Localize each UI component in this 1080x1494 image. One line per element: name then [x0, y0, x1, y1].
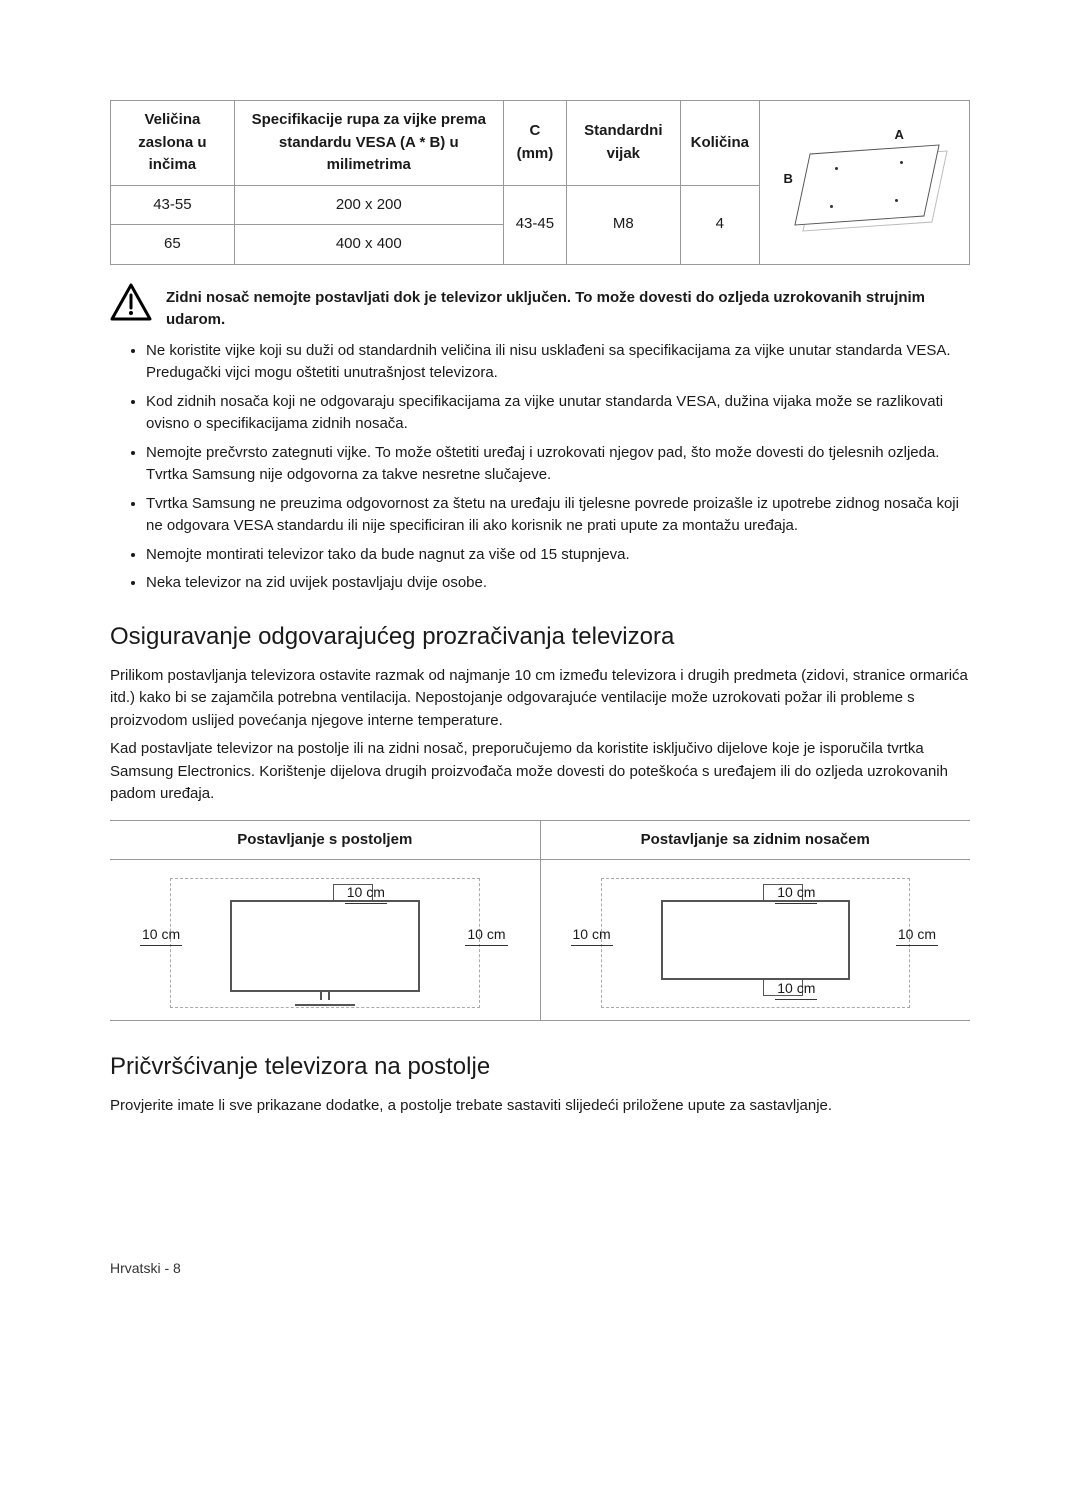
list-item: Tvrtka Samsung ne preuzima odgovornost z… [146, 493, 970, 538]
stand-p1: Provjerite imate li sve prikazane dodatk… [110, 1095, 970, 1118]
dim-label-a: A [895, 125, 904, 145]
stand-diagram: 10 cm 10 cm 10 cm [120, 870, 530, 1010]
td-vesa-1: 400 x 400 [234, 225, 503, 265]
section-ventilation-title: Osiguravanje odgovarajućeg prozračivanja… [110, 619, 970, 655]
dist-label: 10 cm [345, 882, 387, 904]
warning-block: Zidni nosač nemojte postavljati dok je t… [110, 283, 970, 332]
list-item: Neka televizor na zid uvijek postavljaju… [146, 572, 970, 595]
td-size-0: 43-55 [111, 185, 235, 225]
th-size: Veličina zaslona u inčima [111, 101, 235, 186]
th-qty: Količina [680, 101, 759, 186]
dim-diagram-cell: A B [760, 101, 970, 265]
vent-diagram-wall-cell: 10 cm 10 cm 10 cm 10 cm [540, 860, 970, 1021]
dist-label: 10 cm [465, 924, 507, 946]
dist-label: 10 cm [775, 882, 817, 904]
td-c: 43-45 [503, 185, 566, 264]
spec-table: Veličina zaslona u inčima Specifikacije … [110, 100, 970, 265]
ventilation-p1: Prilikom postavljanja televizora ostavit… [110, 665, 970, 733]
dist-label: 10 cm [775, 978, 817, 1000]
warning-text: Zidni nosač nemojte postavljati dok je t… [166, 283, 970, 332]
td-screw: M8 [567, 185, 681, 264]
section-stand-title: Pričvršćivanje televizora na postolje [110, 1049, 970, 1085]
dist-label: 10 cm [140, 924, 182, 946]
th-vesa: Specifikacije rupa za vijke prema standa… [234, 101, 503, 186]
dist-label: 10 cm [571, 924, 613, 946]
list-item: Ne koristite vijke koji su duži od stand… [146, 340, 970, 385]
td-vesa-0: 200 x 200 [234, 185, 503, 225]
list-item: Nemojte montirati televizor tako da bude… [146, 544, 970, 567]
th-screw: Standardni vijak [567, 101, 681, 186]
list-item: Nemojte prečvrsto zategnuti vijke. To mo… [146, 442, 970, 487]
dim-label-b: B [784, 169, 793, 189]
warning-icon [110, 283, 152, 329]
list-item: Kod zidnih nosača koji ne odgovaraju spe… [146, 391, 970, 436]
dist-label: 10 cm [896, 924, 938, 946]
td-size-1: 65 [111, 225, 235, 265]
ventilation-p2: Kad postavljate televizor na postolje il… [110, 738, 970, 806]
page-footer: Hrvatski - 8 [110, 1258, 970, 1279]
ventilation-table: Postavljanje s postoljem Postavljanje sa… [110, 820, 970, 1022]
bracket-diagram: A B [780, 127, 950, 237]
vent-col2-header: Postavljanje sa zidnim nosačem [540, 820, 970, 860]
wall-diagram: 10 cm 10 cm 10 cm 10 cm [551, 870, 961, 1010]
th-c: C (mm) [503, 101, 566, 186]
td-qty: 4 [680, 185, 759, 264]
vent-col1-header: Postavljanje s postoljem [110, 820, 540, 860]
bullet-list: Ne koristite vijke koji su duži od stand… [110, 340, 970, 595]
vent-diagram-stand-cell: 10 cm 10 cm 10 cm [110, 860, 540, 1021]
